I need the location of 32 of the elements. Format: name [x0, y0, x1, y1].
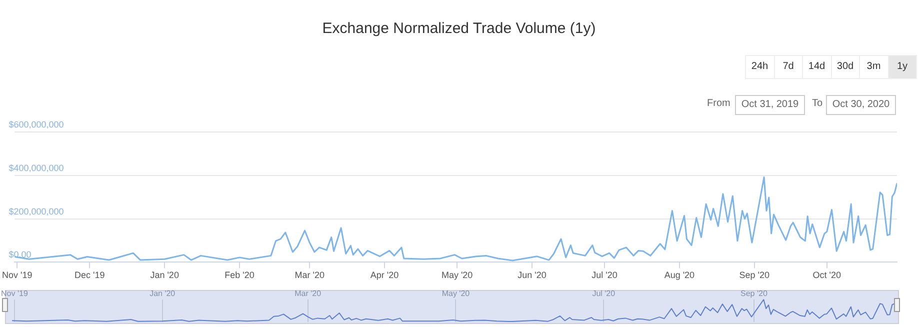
x-tick-label: Apr '20 — [370, 270, 399, 280]
x-tick-label: Nov '19 — [2, 270, 32, 280]
x-tick-label: Jun '20 — [518, 270, 546, 280]
x-tick-label: Oct '20 — [812, 270, 842, 280]
text: Oct 31, 2019 — [735, 95, 805, 115]
x-tick-label: Sep '20 — [740, 289, 768, 298]
x-tick-label: Aug '20 — [664, 270, 695, 280]
x-tick-label: Dec '19 — [74, 270, 105, 280]
x-tick-label: May '20 — [441, 270, 473, 280]
text: From — [707, 98, 730, 109]
text: Oct 30, 2020 — [826, 95, 896, 115]
x-tick-label: Sep '20 — [739, 270, 770, 280]
x-tick-label: Mar '20 — [294, 289, 322, 298]
y-tick-label: $600,000,000 — [8, 119, 64, 130]
text: To — [812, 98, 823, 109]
y-tick-label: $400,000,000 — [8, 162, 64, 173]
text: 24h — [745, 55, 774, 79]
text: 7d — [774, 55, 803, 79]
text: 3m — [859, 55, 888, 79]
text: 1y — [888, 55, 917, 79]
x-tick-label: Feb '20 — [224, 270, 254, 280]
x-tick-label: Jul '20 — [592, 270, 618, 280]
text: 14d — [802, 55, 832, 79]
x-tick-label: Jan '20 — [150, 289, 176, 298]
x-tick-label: Jan '20 — [150, 270, 179, 280]
x-tick-label: Mar '20 — [294, 270, 324, 280]
x-tick-label: Jul '20 — [592, 289, 616, 298]
y-tick-label: $200,000,000 — [8, 206, 64, 216]
x-tick-label: Nov '19 — [1, 289, 28, 298]
x-tick-label: May '20 — [442, 289, 470, 298]
text: 30d — [830, 55, 860, 79]
chart-title: Exchange Normalized Trade Volume (1y) — [321, 20, 597, 37]
